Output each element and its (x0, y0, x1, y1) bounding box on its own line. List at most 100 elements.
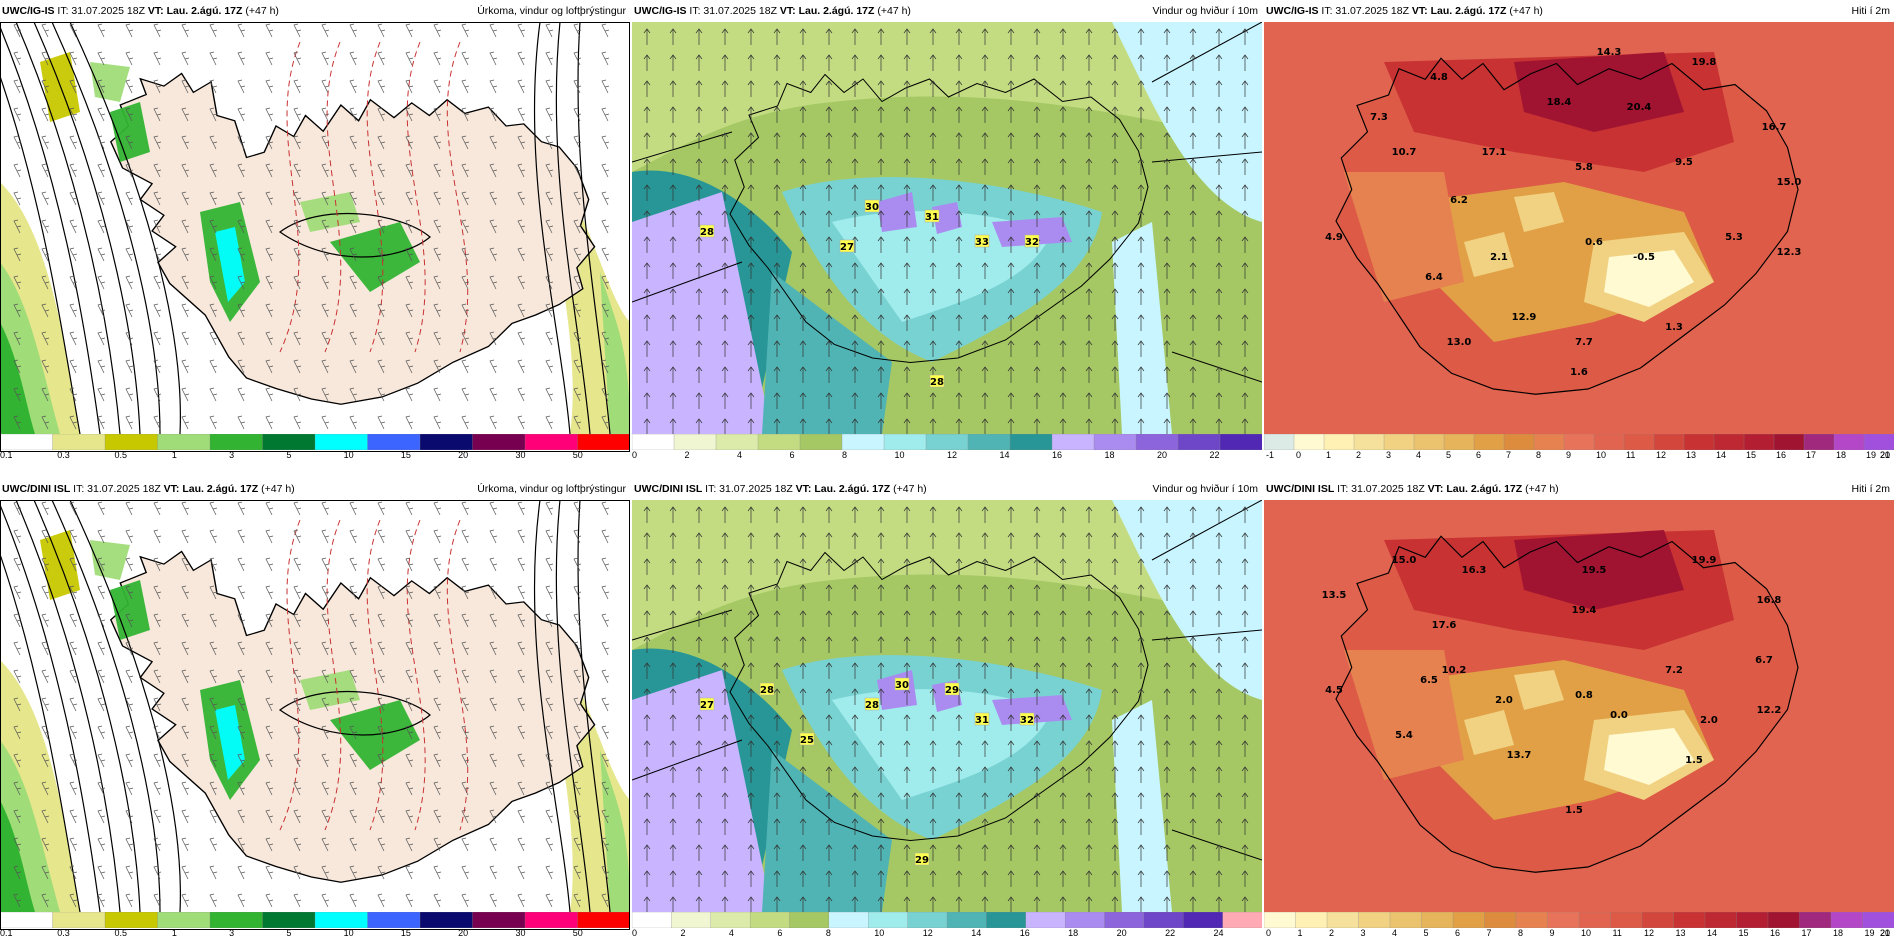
panel-title: Úrkoma, vindur og loftþrýstingur (477, 5, 626, 17)
legend-tick-label: 17 (1806, 450, 1817, 460)
color-legend-bar (0, 911, 631, 929)
panel-title: Hiti í 2m (1851, 483, 1890, 495)
value-label: 13.5 (1322, 590, 1347, 601)
map-graphic: 28 30 29 27 28 25 31 32 29 (632, 500, 1262, 912)
legend-swatch (524, 911, 579, 929)
legend-swatch (1452, 911, 1486, 929)
wind-max-badge (974, 234, 990, 248)
legend-tick-label: 15 (400, 928, 411, 938)
legend-swatch (1593, 433, 1625, 451)
value-label: 7.3 (1370, 112, 1388, 123)
value-label: 31 (925, 212, 939, 223)
legend-tick-label: 0.3 (57, 928, 70, 938)
legend-swatch (1673, 911, 1706, 929)
legend-tick-label: 14 (999, 450, 1010, 460)
model-name: UWC/IG-IS (1266, 5, 1319, 17)
init-time: IT: 31.07.2025 18Z (54, 5, 148, 17)
legend-swatch (1326, 911, 1360, 929)
value-label: 27 (840, 242, 854, 253)
lead-time: (+47 h) (874, 5, 911, 17)
legend-tick-label: 22 (1209, 450, 1220, 460)
legend-tick-label: 15 (1746, 450, 1757, 460)
value-label: 32 (1020, 715, 1034, 726)
legend-tick-label: 24 (1213, 928, 1224, 938)
legend-swatch (1704, 911, 1738, 929)
legend-tick-label: 9 (1549, 928, 1555, 938)
value-label: 16.3 (1462, 565, 1487, 576)
legend-swatch (1421, 911, 1454, 929)
legend-tick-label: 2 (684, 450, 690, 460)
value-label: 6.4 (1425, 272, 1443, 283)
legend-swatch (1093, 433, 1137, 451)
legend-tick-label: 0.5 (114, 928, 128, 938)
legend-swatch (0, 433, 54, 451)
legend-swatch (262, 433, 316, 451)
value-label: 6.2 (1450, 195, 1468, 206)
init-time: IT: 31.07.2025 18Z (1318, 5, 1412, 17)
value-label: 1.6 (1570, 367, 1588, 378)
color-legend-ticks: 0.1 0.3 0.5 1 3 5 10 15 20 30 50 (0, 450, 630, 462)
map-panel-dini-precip: UWC/DINI ISL IT: 31.07.2025 18Z VT: Lau.… (0, 478, 631, 938)
legend-tick-label: 0.1 (0, 928, 13, 938)
legend-swatch (1219, 433, 1263, 451)
legend-tick-label: 20 (458, 450, 469, 460)
legend-swatch (1713, 433, 1745, 451)
legend-tick-label: 18 (1833, 928, 1844, 938)
wind-max-badge (1019, 712, 1035, 726)
value-label: 15.0 (1392, 555, 1417, 566)
value-label: 19.8 (1692, 57, 1717, 68)
map-area[interactable]: 28 30 31 27 33 32 28 (632, 22, 1262, 434)
legend-tick-label: 3 (229, 450, 235, 460)
legend-tick-label: 30 (515, 450, 526, 460)
legend-swatch (1383, 433, 1415, 451)
map-area[interactable]: 28 30 29 27 28 25 31 32 29 (632, 500, 1262, 912)
wind-max-badge (699, 697, 715, 711)
value-label: 29 (945, 685, 959, 696)
legend-swatch (986, 911, 1027, 929)
legend-tick-label: 1 (171, 450, 177, 460)
legend-swatch (1353, 433, 1385, 451)
value-label: 20.4 (1627, 102, 1652, 113)
map-area[interactable]: 15.0 16.3 19.5 19.9 13.5 17.6 19.4 16.8 10.2 7.2 6… (1264, 500, 1894, 912)
legend-swatch (1177, 433, 1221, 451)
map-panel-dini-temp: UWC/DINI ISL IT: 31.07.2025 18Z VT: Lau.… (1263, 478, 1895, 938)
legend-tick-label: 5 (286, 450, 292, 460)
legend-tick-label: 15 (400, 450, 411, 460)
map-area[interactable]: 14.3 19.8 4.8 7.3 18.4 20.4 16.7 10.7 17.1 5.8 9.5… (1264, 22, 1894, 434)
legend-tick-label: 16 (1770, 928, 1781, 938)
value-label: 14.3 (1597, 47, 1622, 58)
legend-swatch (104, 433, 159, 451)
value-label: 10.7 (1392, 147, 1417, 158)
wind-max-badge (864, 199, 880, 213)
value-label: 29 (915, 855, 929, 866)
value-label: 17.1 (1482, 147, 1507, 158)
wind-max-badge (924, 209, 940, 223)
map-area[interactable] (0, 500, 630, 912)
wind-max-badge (1024, 234, 1040, 248)
legend-swatch (1683, 433, 1715, 451)
value-label: 27 (700, 700, 714, 711)
value-label: 4.8 (1430, 72, 1448, 83)
legend-swatch (367, 433, 421, 451)
value-label: 18.4 (1547, 97, 1572, 108)
legend-swatch (1143, 911, 1184, 929)
value-label: 15.0 (1777, 177, 1802, 188)
legend-swatch (1863, 433, 1895, 451)
legend-tick-label: 10 (343, 928, 354, 938)
wind-max-badge (894, 677, 910, 691)
value-label: 0.6 (1585, 237, 1603, 248)
panel-title: Hiti í 2m (1851, 5, 1890, 17)
legend-swatch (1799, 911, 1832, 929)
legend-swatch (1473, 433, 1505, 451)
legend-tick-label: 8 (1536, 450, 1542, 460)
legend-tick-label: 2 (1356, 450, 1362, 460)
value-label: 16.8 (1757, 595, 1782, 606)
legend-swatch (1484, 911, 1517, 929)
map-area[interactable] (0, 22, 630, 434)
legend-swatch (1009, 433, 1053, 451)
panel-header: UWC/DINI ISL IT: 31.07.2025 18Z VT: Lau.… (0, 478, 630, 500)
value-label: 5.4 (1395, 730, 1413, 741)
legend-swatch (577, 433, 631, 451)
lead-time: (+47 h) (890, 483, 927, 495)
legend-swatch (1443, 433, 1475, 451)
